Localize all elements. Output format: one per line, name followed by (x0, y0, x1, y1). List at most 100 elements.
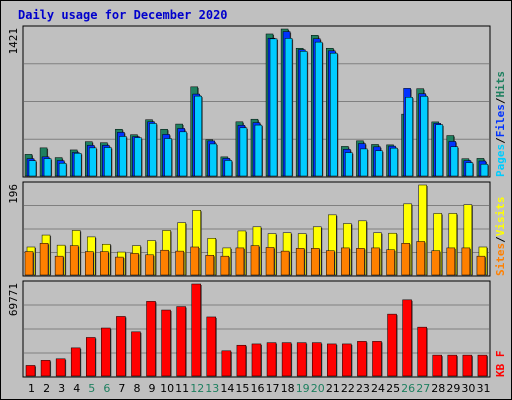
bar-kbytes-15 (236, 344, 247, 377)
bar-kbytes-31 (477, 354, 488, 377)
bar-sites-25 (386, 249, 396, 276)
bar-body (447, 354, 458, 377)
legend-item: / (494, 137, 507, 144)
bar-body (461, 247, 471, 276)
bar-sites-31 (476, 255, 486, 276)
bar-body (284, 38, 293, 177)
x-tick-label: 30 (461, 382, 475, 395)
bar-body (375, 150, 383, 177)
bar-body (43, 158, 52, 177)
bar-body (386, 249, 395, 276)
bar-sites-23 (356, 248, 366, 276)
bar-body (70, 347, 81, 377)
bar-body (477, 354, 488, 377)
bar-sites-9 (145, 254, 155, 276)
ymax-label-2: 69771 (7, 283, 20, 316)
bar-pages-20 (314, 41, 324, 177)
x-tick-label: 12 (190, 382, 204, 395)
x-tick-label: 31 (476, 382, 490, 395)
bar-body (101, 327, 111, 377)
bar-body (371, 247, 380, 276)
bar-sites-20 (310, 248, 321, 276)
bar-pages-31 (480, 163, 489, 177)
bar-body (450, 146, 459, 177)
x-tick-label: 22 (341, 382, 355, 395)
bar-pages-25 (390, 147, 399, 177)
bar-body (54, 255, 64, 276)
bar-body (145, 254, 154, 276)
bar-sites-11 (175, 250, 185, 276)
bar-body (220, 255, 230, 276)
bar-body (116, 316, 126, 377)
bar-kbytes-21 (327, 343, 338, 377)
bar-body (405, 97, 413, 177)
bar-sites-5 (85, 251, 95, 276)
legend-item: Sites (494, 243, 507, 276)
bar-pages-3 (58, 163, 68, 177)
bar-sites-30 (461, 247, 471, 276)
bar-body (251, 343, 262, 377)
bar-body (342, 343, 352, 377)
bar-body (224, 160, 233, 177)
bar-kbytes-4 (70, 347, 82, 377)
x-tick-label: 17 (266, 382, 280, 395)
bar-body (250, 245, 260, 276)
bar-kbytes-9 (146, 301, 157, 377)
bar-body (69, 245, 79, 276)
bar-kbytes-25 (387, 313, 398, 377)
bar-sites-1 (24, 251, 34, 276)
x-tick-label: 2 (43, 382, 50, 395)
bar-pages-2 (43, 158, 53, 177)
bar-body (235, 247, 245, 276)
bar-pages-15 (239, 127, 248, 177)
bar-body (356, 248, 365, 276)
bar-kbytes-8 (131, 331, 142, 377)
x-tick-label: 9 (149, 382, 156, 395)
bar-body (330, 52, 338, 177)
bar-kbytes-23 (357, 341, 368, 377)
bar-sites-16 (250, 245, 260, 276)
bar-kbytes-20 (311, 342, 323, 377)
x-tick-label: 27 (416, 382, 430, 395)
bar-sites-27 (416, 241, 426, 276)
bar-kbytes-5 (86, 337, 97, 377)
bar-kbytes-24 (372, 341, 383, 377)
bar-body (341, 247, 350, 276)
bar-body (205, 255, 215, 276)
bar-kbytes-14 (221, 350, 232, 377)
bar-pages-14 (224, 160, 233, 177)
bar-pages-27 (420, 96, 429, 177)
bar-sites-26 (401, 243, 411, 276)
bar-pages-18 (284, 38, 294, 178)
bar-pages-5 (89, 147, 98, 177)
bar-sites-18 (280, 250, 291, 276)
bar-pages-26 (405, 97, 414, 177)
bar-body (191, 283, 201, 377)
x-tick-label: 25 (386, 382, 400, 395)
x-tick-label: 28 (431, 382, 445, 395)
bar-body (420, 96, 428, 177)
bar-body (25, 365, 36, 377)
x-tick-label: 1 (28, 382, 35, 395)
legend-top: Pages/Files/Hits (494, 71, 507, 177)
bar-body (104, 147, 112, 177)
x-tick-label: 20 (311, 382, 325, 395)
bar-body (130, 253, 139, 276)
bar-body (176, 306, 186, 377)
bar-body (239, 127, 248, 177)
bar-pages-9 (149, 123, 158, 177)
bar-pages-23 (360, 148, 369, 177)
legend-bottom: KB F (494, 351, 507, 378)
bar-pages-10 (164, 138, 173, 177)
bar-pages-24 (375, 150, 384, 177)
bar-pages-17 (269, 38, 279, 177)
bar-pages-4 (73, 153, 83, 177)
legend-item: KB F (494, 351, 507, 378)
bar-body (175, 250, 184, 276)
bar-sites-29 (446, 247, 456, 276)
bar-body (326, 250, 335, 276)
bar-pages-7 (119, 136, 128, 177)
bar-body (310, 248, 320, 276)
bar-pages-28 (435, 124, 444, 177)
